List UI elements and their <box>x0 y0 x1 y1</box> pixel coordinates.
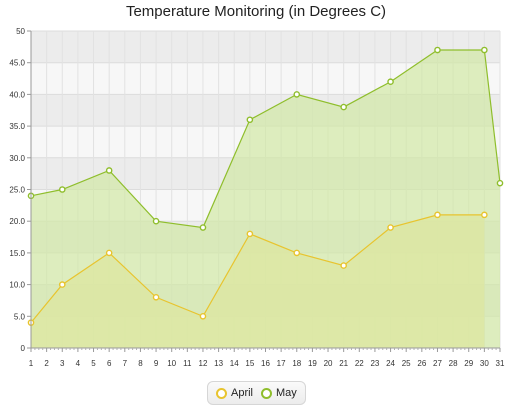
x-tick-label: 19 <box>308 359 317 368</box>
legend-label-may: May <box>276 387 297 399</box>
y-tick-label: 25.0 <box>9 186 25 195</box>
x-tick-label: 14 <box>230 359 239 368</box>
x-tick-label: 13 <box>214 359 223 368</box>
y-tick-label: 45.0 <box>9 59 25 68</box>
x-axis-ticks: 1 2 3 4 5 6 7 8 9 10 11 12 13 14 15 16 17 18 19 20 21 22 23 24 2… <box>29 348 505 368</box>
x-tick-label: 20 <box>324 359 333 368</box>
x-tick-label: 15 <box>245 359 254 368</box>
point-may <box>105 167 113 174</box>
point-may <box>496 179 504 187</box>
y-tick-label: 15.0 <box>9 249 25 258</box>
y-tick-label: 50 <box>16 27 25 36</box>
x-tick-label: 26 <box>417 359 426 368</box>
series-points <box>27 46 504 326</box>
point-may <box>340 103 347 111</box>
point-april <box>58 281 66 288</box>
x-tick-label: 28 <box>449 359 458 368</box>
y-tick-label: 35.0 <box>9 122 25 131</box>
y-tick-label: 30.0 <box>9 154 25 163</box>
x-tick-label: 29 <box>464 359 473 368</box>
point-may <box>387 78 394 86</box>
y-tick-label: 20.0 <box>9 217 25 226</box>
x-tick-label: 16 <box>261 359 270 368</box>
x-tick-label: 18 <box>292 359 301 368</box>
chart-title: Temperature Monitoring (in Degrees C) <box>125 3 387 20</box>
y-axis-ticks: 0 5.0 10.0 15.0 20.0 25.0 30.0 35.0 40.0 45.0 50 <box>9 27 31 353</box>
point-may <box>481 46 488 54</box>
point-april <box>199 312 207 320</box>
point-april <box>293 249 301 257</box>
x-tick-label: 1 <box>29 359 34 368</box>
legend-item-may[interactable]: May <box>261 387 297 399</box>
area-may <box>31 50 500 349</box>
x-tick-label: 10 <box>167 359 176 368</box>
point-april <box>105 249 113 257</box>
legend-symbol-may <box>261 387 273 399</box>
x-tick-label: 25 <box>402 359 411 368</box>
point-may <box>293 91 301 98</box>
x-tick-label: 4 <box>76 359 81 368</box>
x-tick-label: 23 <box>370 359 379 368</box>
point-april <box>481 211 488 219</box>
x-tick-label: 30 <box>480 359 489 368</box>
y-tick-label: 0 <box>21 344 26 353</box>
legend-item-april[interactable]: April <box>216 387 253 399</box>
x-tick-label: 9 <box>154 359 159 368</box>
x-tick-label: 7 <box>123 359 128 368</box>
legend-label-april: April <box>231 387 254 399</box>
x-tick-label: 5 <box>91 359 96 368</box>
x-tick-label: 24 <box>386 359 395 368</box>
x-tick-label: 22 <box>355 359 364 368</box>
y-tick-label: 10.0 <box>9 281 25 290</box>
line-may <box>30 49 501 229</box>
series-areas <box>31 50 500 349</box>
point-april <box>246 230 254 238</box>
point-april <box>387 224 394 231</box>
point-may <box>199 224 207 231</box>
x-tick-label: 21 <box>339 359 348 368</box>
x-tick-label: 11 <box>183 359 192 368</box>
x-tick-label: 31 <box>496 359 505 368</box>
point-may <box>246 116 254 124</box>
x-tick-label: 6 <box>107 359 112 368</box>
point-april <box>340 262 347 269</box>
point-april <box>434 211 441 219</box>
x-tick-label: 12 <box>199 359 208 368</box>
legend: April May <box>207 381 306 405</box>
point-may <box>434 46 441 54</box>
x-tick-label: 3 <box>60 359 65 368</box>
legend-symbol-april <box>216 387 227 399</box>
y-tick-label: 40.0 <box>9 90 25 99</box>
point-may <box>152 217 160 225</box>
y-tick-label: 5.0 <box>14 312 26 321</box>
x-tick-label: 8 <box>138 359 143 368</box>
x-tick-label: 27 <box>433 359 442 368</box>
point-april <box>152 293 160 301</box>
point-may <box>58 186 66 193</box>
x-tick-label: 17 <box>277 359 286 368</box>
x-tick-label: 2 <box>44 359 49 368</box>
